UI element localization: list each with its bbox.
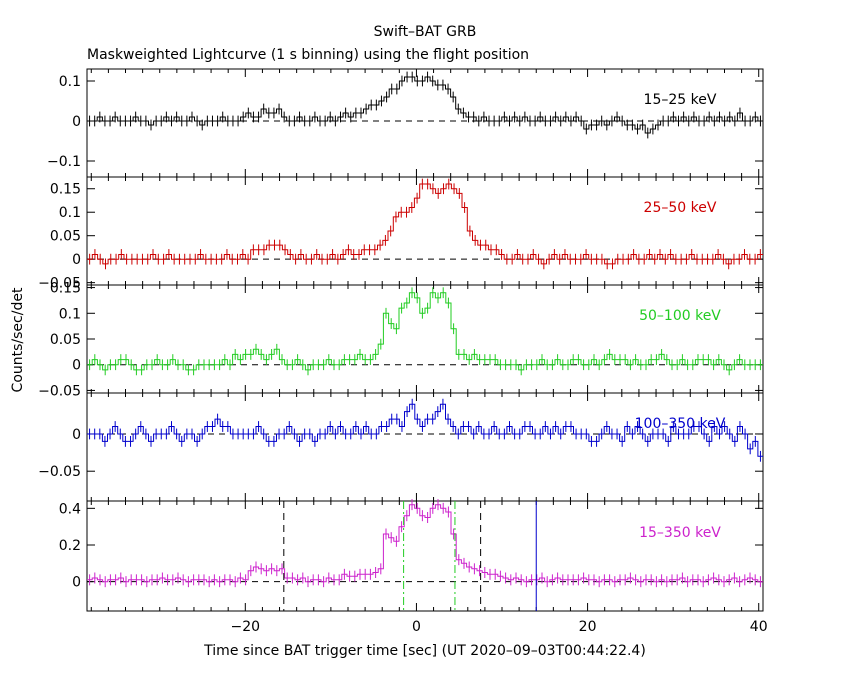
y-tick-label: 0.4 [59, 501, 81, 517]
y-axis-label: Counts/sec/det [10, 287, 26, 392]
y-tick-label: 0 [72, 252, 81, 268]
x-tick-label: −20 [231, 619, 261, 635]
series-line [87, 183, 763, 265]
panel-1: −0.05 0 0.05 0.1 0.15 25–50 keV [38, 176, 764, 292]
y-tick-label: −0.05 [38, 383, 81, 399]
band-label: 15–25 keV [644, 92, 717, 108]
series-line [87, 292, 763, 371]
panel-4: 0 0.2 0.4 15–350 keV [59, 499, 764, 612]
y-tick-label: 0.05 [50, 229, 81, 245]
y-tick-label: 0.15 [50, 182, 81, 198]
y-tick-label: 0.15 [50, 281, 81, 297]
y-tick-label: −0.1 [47, 154, 81, 170]
y-tick-label: 0 [72, 427, 81, 443]
panel-frame [86, 392, 764, 502]
band-label: 15–350 keV [639, 525, 721, 541]
panel-3: −0.05 0 100–350 keV [38, 392, 764, 502]
panel-0: −0.1 0 0.1 15–25 keV [47, 68, 764, 178]
panel-frame [86, 500, 764, 612]
series-line [87, 403, 763, 457]
panels-group: −0.1 0 0.1 15–25 keV −0.05 0 0.05 0.1 0.15 25–50 … [38, 68, 768, 635]
y-tick-label: −0.05 [38, 464, 81, 480]
band-label: 50–100 keV [639, 308, 721, 324]
y-tick-label: 0.2 [59, 538, 81, 554]
x-tick-label: 0 [412, 619, 421, 635]
y-tick-label: 0 [72, 114, 81, 130]
figure-title: Swift–BAT GRB [374, 24, 477, 40]
x-tick-label: 40 [750, 619, 768, 635]
x-tick-label: 20 [579, 619, 597, 635]
panel-frame [86, 284, 764, 394]
panel-2: −0.05 0 0.05 0.1 0.15 50–100 keV [38, 281, 764, 399]
band-label: 100–350 keV [635, 416, 726, 432]
y-tick-label: 0.05 [50, 332, 81, 348]
band-label: 25–50 keV [644, 200, 717, 216]
y-tick-label: 0 [72, 358, 81, 374]
y-tick-label: 0 [72, 575, 81, 591]
series-line [87, 504, 763, 583]
x-axis-label: Time since BAT trigger time [sec] (UT 20… [203, 643, 646, 659]
y-tick-label: 0.1 [59, 306, 81, 322]
figure-subtitle: Maskweighted Lightcurve (1 s binning) us… [87, 47, 529, 63]
y-tick-label: 0.1 [59, 205, 81, 221]
panel-frame [86, 68, 764, 178]
y-tick-label: −0.05 [38, 276, 81, 292]
panel-frame [86, 176, 764, 286]
y-tick-label: 0.1 [59, 74, 81, 90]
